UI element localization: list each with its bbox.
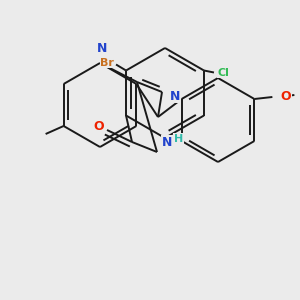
Text: N: N bbox=[162, 136, 172, 149]
Text: H: H bbox=[174, 134, 183, 144]
Text: N: N bbox=[97, 42, 107, 55]
Text: N: N bbox=[170, 89, 180, 103]
Text: O: O bbox=[94, 121, 104, 134]
Text: Cl: Cl bbox=[218, 68, 230, 77]
Text: O: O bbox=[280, 89, 291, 103]
Text: Br: Br bbox=[100, 58, 114, 68]
